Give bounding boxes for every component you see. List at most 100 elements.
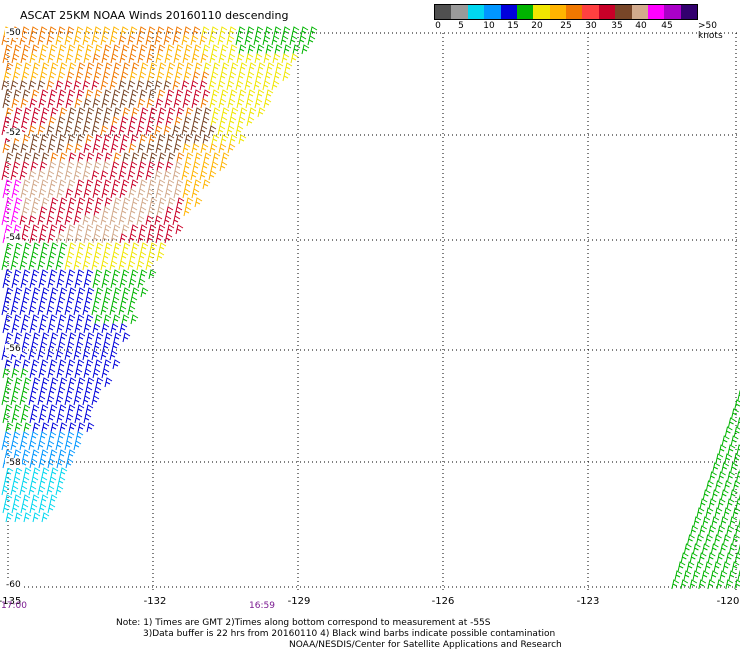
wind-barb [723, 507, 732, 518]
wind-barb [21, 116, 30, 127]
wind-barb [46, 485, 55, 496]
wind-barb [11, 188, 20, 199]
wind-barb [41, 242, 50, 253]
wind-barb [165, 206, 174, 217]
wind-barb [263, 98, 272, 109]
wind-barb [275, 62, 284, 73]
wind-barb [14, 242, 23, 253]
wind-barb [182, 188, 191, 199]
wind-barb [75, 71, 84, 82]
wind-barb [104, 377, 113, 388]
wind-barb [176, 152, 185, 163]
wind-barb [158, 197, 167, 208]
wind-barb [94, 89, 103, 100]
wind-barb [1, 440, 10, 451]
wind-barb [32, 377, 41, 388]
wind-barb [254, 53, 263, 64]
scale-swatch [615, 5, 632, 19]
wind-barb [140, 62, 149, 73]
wind-barb [56, 413, 65, 424]
wind-barb [104, 197, 113, 208]
wind-barb [84, 251, 93, 262]
wind-barb [280, 35, 289, 46]
wind-barb [208, 170, 217, 181]
wind-barb [156, 206, 165, 217]
wind-barb [113, 107, 122, 118]
wind-barb [37, 35, 46, 46]
wind-barb [732, 534, 740, 545]
wind-barb [731, 408, 739, 419]
wind-barb [5, 242, 14, 253]
wind-barb [140, 242, 149, 253]
wind-barb [236, 53, 245, 64]
wind-barb [68, 422, 77, 433]
lat-lon-grid [7, 32, 740, 590]
wind-barb [172, 80, 181, 91]
wind-barb [11, 503, 20, 514]
wind-barb [112, 44, 121, 55]
wind-barb [55, 35, 64, 46]
wind-barb [41, 152, 50, 163]
wind-barb [12, 431, 21, 442]
wind-barb [702, 489, 711, 500]
wind-barb [13, 404, 22, 415]
wind-barb [138, 251, 147, 262]
wind-barb [717, 525, 726, 536]
wind-barb [57, 386, 66, 397]
wind-barb [100, 170, 109, 181]
wind-barb [64, 35, 73, 46]
wind-barb [210, 161, 219, 172]
wind-barb [130, 44, 139, 55]
wind-barb [704, 561, 713, 572]
wind-barb [32, 62, 41, 73]
lat-label-56: -56 [5, 344, 22, 354]
wind-barb [163, 215, 172, 226]
wind-barb [40, 449, 49, 460]
wind-barb [167, 152, 176, 163]
wind-barb [2, 278, 11, 289]
wind-barb [721, 435, 730, 446]
wind-barb [724, 453, 733, 464]
wind-barb [156, 26, 165, 37]
wind-barb [93, 26, 102, 37]
wind-barb [110, 98, 119, 109]
wind-barb [12, 161, 21, 172]
wind-barb [228, 71, 237, 82]
wind-barb [39, 71, 48, 82]
wind-barb [271, 35, 280, 46]
wind-barb [680, 579, 689, 590]
wind-barb [226, 35, 235, 46]
wind-barb [10, 215, 19, 226]
lon-label-129: -129 [287, 596, 311, 607]
wind-barb [244, 35, 253, 46]
wind-barb [85, 89, 94, 100]
wind-barb [86, 377, 95, 388]
wind-barb [100, 350, 109, 361]
lon-label-126: -126 [431, 596, 455, 607]
wind-barb [47, 233, 56, 244]
wind-barb [11, 53, 20, 64]
wind-barb [37, 305, 46, 316]
wind-barb [29, 413, 38, 424]
wind-barb [127, 170, 136, 181]
wind-barb [245, 98, 254, 109]
scale-swatch [500, 5, 517, 19]
wind-barb [218, 143, 227, 154]
wind-barb [86, 332, 95, 343]
wind-barb [110, 53, 119, 64]
wind-barb [4, 44, 13, 55]
wind-barb [73, 215, 82, 226]
wind-barb [201, 26, 210, 37]
wind-barb [58, 134, 67, 145]
wind-barb [129, 251, 138, 262]
wind-barb [199, 80, 208, 91]
wind-barb [47, 413, 56, 424]
wind-barb [172, 215, 181, 226]
wind-barb [21, 431, 30, 442]
wind-barb [64, 260, 73, 271]
wind-barb [57, 116, 66, 127]
wind-barb [57, 431, 66, 442]
wind-barb [93, 116, 102, 127]
wind-barb [65, 368, 74, 379]
wind-barb [13, 179, 22, 190]
